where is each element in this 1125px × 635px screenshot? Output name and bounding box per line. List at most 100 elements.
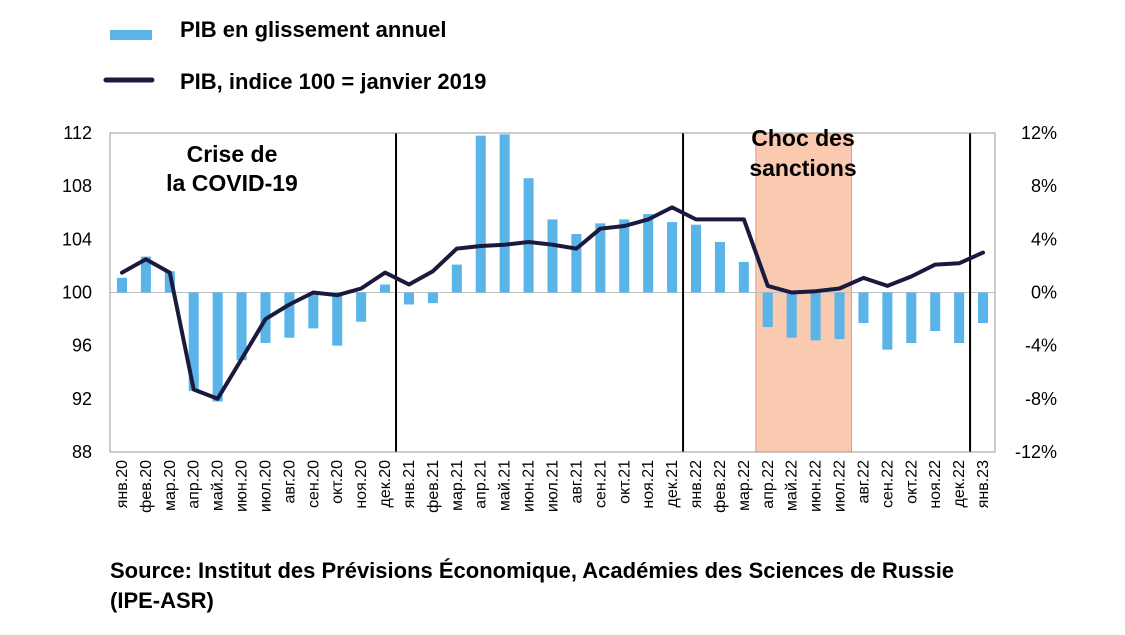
bar-дек.20: [380, 284, 391, 293]
bar-ноя.22: [930, 292, 941, 332]
x-tick-label: июл.21: [545, 460, 562, 512]
right-tick-label: 12%: [1021, 123, 1057, 143]
bar-июл.22: [834, 292, 845, 340]
x-tick-label: фев.20: [138, 460, 155, 513]
x-tick-label: июл.22: [832, 460, 849, 512]
x-tick-label: окт.21: [616, 460, 633, 504]
bar-янв.22: [690, 224, 702, 293]
left-tick-label: 108: [62, 176, 92, 196]
gdp-chart: PIB en glissement annuel PIB, indice 100…: [62, 17, 1057, 513]
period-separators: [395, 133, 972, 452]
bar-мар.22: [738, 261, 749, 293]
source-note: Source: Institut des Prévisions Économiq…: [110, 558, 955, 613]
bar-фев.21: [427, 292, 438, 304]
x-tick-label: янв.20: [114, 460, 131, 508]
plot-frame: [109, 132, 996, 453]
right-tick-label: -8%: [1025, 389, 1057, 409]
x-tick-label: ноя.21: [640, 460, 657, 509]
right-axis-ticks: 12% 8% 4% 0% -4% -8% -12%: [1015, 123, 1057, 462]
bar-окт.22: [906, 292, 917, 344]
bar-ноя.21: [643, 214, 654, 293]
covid-annotation-line1: Crise de: [187, 141, 278, 167]
bar-янв.21: [403, 292, 415, 305]
bar-series: [116, 134, 989, 402]
chart-legend: PIB en glissement annuel PIB, indice 100…: [103, 17, 486, 94]
bar-апр.22: [762, 292, 773, 328]
x-tick-label: сен.21: [592, 460, 609, 508]
x-tick-label: окт.20: [329, 460, 346, 504]
bar-май.22: [786, 292, 797, 338]
x-tick-label: ноя.20: [353, 460, 370, 509]
x-tick-label: май.21: [497, 460, 514, 511]
left-tick-label: 104: [62, 229, 92, 249]
sanctions-annotation-line1: Choc des: [751, 125, 855, 151]
x-tick-label: дек.20: [377, 460, 394, 508]
x-tick-label: дек.21: [664, 460, 681, 508]
x-tick-label: фев.22: [712, 460, 729, 513]
x-tick-label: ноя.22: [927, 460, 944, 509]
bar-сен.20: [308, 292, 319, 329]
bar-авг.21: [571, 234, 582, 293]
x-tick-label: апр.21: [473, 460, 490, 509]
x-tick-label: июн.21: [521, 460, 538, 512]
bar-мар.21: [451, 264, 462, 293]
right-tick-label: -12%: [1015, 442, 1057, 462]
x-tick-label: июн.22: [808, 460, 825, 512]
x-tick-label: июн.20: [234, 460, 251, 512]
x-tick-label: май.20: [210, 460, 227, 511]
right-tick-label: -4%: [1025, 336, 1057, 356]
x-tick-label: янв.21: [401, 460, 418, 508]
left-tick-label: 92: [72, 389, 92, 409]
x-tick-label: апр.20: [186, 460, 203, 509]
bar-июн.21: [523, 178, 534, 293]
bar-ноя.20: [356, 292, 367, 322]
x-tick-label: авг.21: [568, 460, 585, 504]
bar-авг.22: [858, 292, 869, 324]
bar-янв.23: [978, 292, 989, 324]
left-tick-label: 112: [63, 123, 92, 143]
legend-bar-label: PIB en glissement annuel: [180, 17, 447, 42]
x-axis-tick-labels: янв.20 фев.20 мар.20 апр.20 май.20 июн.20 июл.…: [114, 460, 992, 513]
left-axis-ticks: 112 108 104 100 96 92 88: [62, 123, 92, 462]
right-tick-label: 0%: [1031, 283, 1057, 303]
bar-дек.22: [954, 292, 965, 344]
gdp-index-line: [120, 205, 985, 401]
bar-июн.20: [236, 292, 247, 361]
bar-июн.22: [810, 292, 821, 341]
x-tick-label: авг.22: [855, 460, 872, 504]
legend-bar-swatch: [110, 30, 152, 40]
sanctions-annotation-line2: sanctions: [749, 155, 856, 181]
x-tick-label: мар.21: [449, 460, 466, 511]
bar-сен.21: [595, 223, 606, 293]
chart-annotations: Crise de la COVID-19 Choc des sanctions: [166, 125, 857, 196]
bar-авг.20: [284, 292, 295, 338]
legend-line-label: PIB, indice 100 = janvier 2019: [180, 69, 486, 94]
x-tick-label: янв.22: [688, 460, 705, 508]
right-tick-label: 4%: [1031, 229, 1057, 249]
bar-фев.22: [714, 241, 725, 293]
x-tick-label: июл.20: [257, 460, 274, 512]
x-tick-label: дек.22: [951, 460, 968, 508]
bar-май.21: [499, 134, 510, 293]
left-tick-label: 96: [72, 336, 92, 356]
left-tick-label: 88: [72, 442, 92, 462]
covid-annotation-line2: la COVID-19: [166, 170, 298, 196]
right-tick-label: 8%: [1031, 176, 1057, 196]
x-tick-label: апр.22: [760, 460, 777, 509]
left-tick-label: 100: [62, 283, 92, 303]
x-tick-label: сен.20: [305, 460, 322, 508]
x-tick-label: мар.22: [736, 460, 753, 511]
bar-окт.21: [619, 219, 630, 293]
bar-сен.22: [882, 292, 893, 350]
bar-фев.20: [140, 256, 151, 293]
x-tick-label: фев.21: [425, 460, 442, 513]
x-tick-label: авг.20: [281, 460, 298, 504]
x-tick-label: мар.20: [162, 460, 179, 511]
bar-апр.20: [188, 292, 199, 391]
bar-янв.20: [116, 277, 127, 293]
x-tick-label: сен.22: [879, 460, 896, 508]
x-tick-label: май.22: [784, 460, 801, 511]
bar-окт.20: [332, 292, 343, 346]
bar-дек.21: [667, 222, 678, 293]
bar-май.20: [212, 292, 223, 402]
